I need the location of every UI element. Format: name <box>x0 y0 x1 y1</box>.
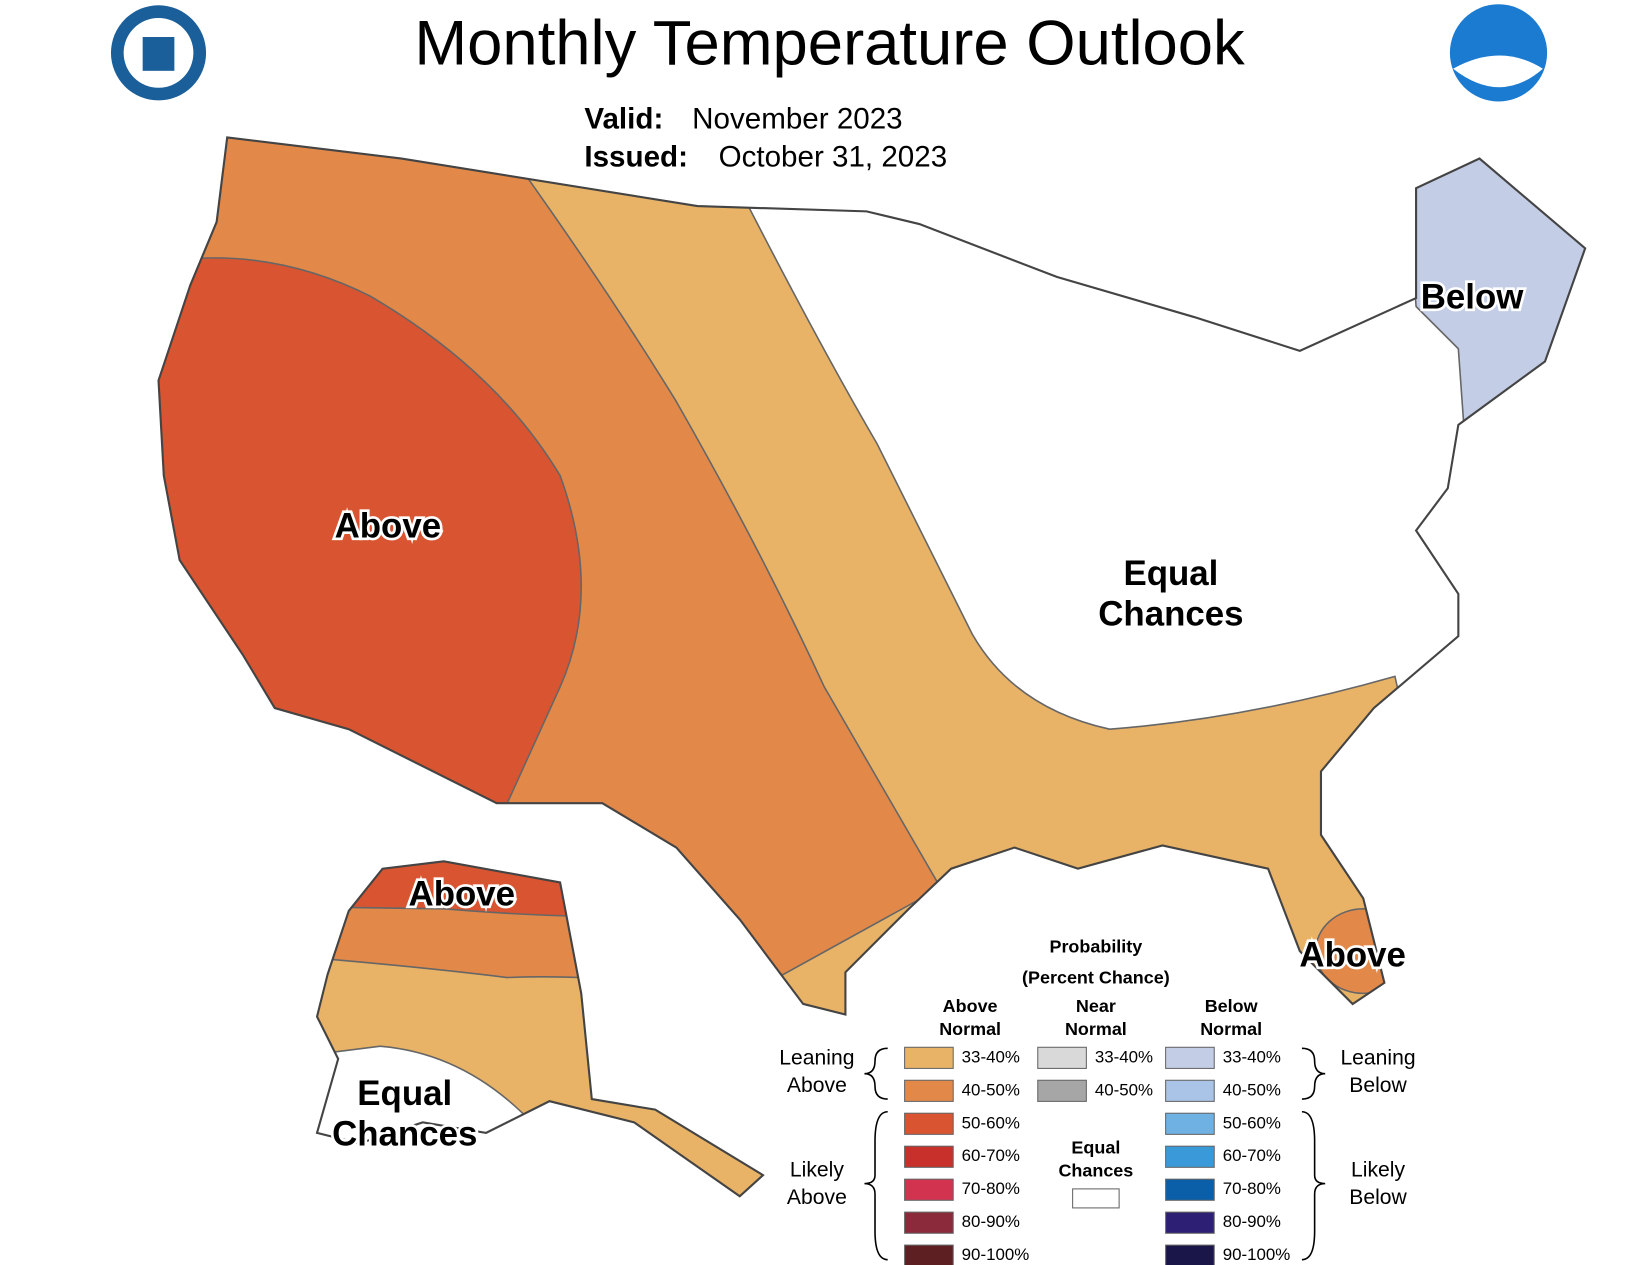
legend-range: 40-50% <box>1223 1080 1281 1099</box>
legend-group: Likely <box>790 1159 844 1182</box>
legend-range: 80-90% <box>962 1212 1020 1231</box>
legend-range: 33-40% <box>1223 1047 1281 1066</box>
legend-equal-chances: Equal <box>1071 1137 1120 1157</box>
conus-outline <box>157 136 1587 1016</box>
legend-column-header: Normal <box>939 1019 1001 1039</box>
legend-column-header: Above <box>943 996 998 1016</box>
legend-equal-chances: Chances <box>1058 1161 1133 1181</box>
legend-range: 33-40% <box>962 1047 1020 1066</box>
legend-group: Likely <box>1351 1159 1405 1182</box>
map-label: Above <box>409 874 516 913</box>
legend-brace <box>864 1110 888 1261</box>
legend-group: Below <box>1349 1074 1407 1097</box>
alaska-outline <box>315 860 765 1198</box>
legend-swatch <box>1037 1046 1087 1069</box>
legend-range: 60-70% <box>962 1146 1020 1165</box>
legend-range: 90-100% <box>1223 1245 1291 1264</box>
issued-label: Issued: <box>584 140 688 173</box>
legend-swatch <box>1072 1188 1120 1209</box>
legend-swatch <box>1165 1211 1215 1234</box>
legend-range: 70-80% <box>1223 1179 1281 1198</box>
legend-brace <box>1301 1110 1326 1261</box>
legend-range: 50-60% <box>962 1113 1020 1132</box>
legend-title: (Percent Chance) <box>1022 967 1170 987</box>
valid-label: Valid: <box>584 102 663 135</box>
issued-value: October 31, 2023 <box>719 140 948 173</box>
legend-swatch <box>1037 1079 1087 1102</box>
map-label: Below <box>1421 277 1525 316</box>
legend-group: Above <box>787 1074 847 1097</box>
legend-column-header: Below <box>1205 996 1258 1016</box>
legend-range: 70-80% <box>962 1179 1020 1198</box>
legend-swatch <box>904 1244 954 1265</box>
legend-brace <box>864 1047 888 1100</box>
legend-range: 80-90% <box>1223 1212 1281 1231</box>
legend-column-header: Normal <box>1200 1019 1262 1039</box>
legend-swatch <box>1165 1112 1215 1135</box>
legend-range: 90-100% <box>962 1245 1030 1264</box>
legend-swatch <box>904 1145 954 1168</box>
noaa-logo <box>1449 4 1548 102</box>
legend-range: 33-40% <box>1095 1047 1153 1066</box>
legend-range: 60-70% <box>1223 1146 1281 1165</box>
map-label: Chances <box>1098 594 1243 633</box>
legend-range: 40-50% <box>1095 1080 1153 1099</box>
legend-swatch <box>1165 1079 1215 1102</box>
legend-swatch <box>904 1178 954 1201</box>
valid-value: November 2023 <box>692 102 902 135</box>
legend-swatch <box>1165 1046 1215 1069</box>
legend-range: 40-50% <box>962 1080 1020 1099</box>
conus-map <box>157 136 1587 1016</box>
legend-group: Leaning <box>1340 1046 1415 1069</box>
legend-swatch <box>1165 1244 1215 1265</box>
legend-group: Below <box>1349 1186 1407 1209</box>
legend-swatch <box>904 1211 954 1234</box>
map-label: Above <box>335 507 442 546</box>
doc-logo <box>110 5 207 101</box>
legend-group: Leaning <box>779 1046 854 1069</box>
legend-swatch <box>904 1046 954 1069</box>
legend-title: Probability <box>1049 937 1142 957</box>
legend-group: Above <box>787 1186 847 1209</box>
legend: Probability (Percent Chance) Above Normal Ne… <box>779 937 1416 1265</box>
legend-column-header: Near <box>1076 996 1116 1016</box>
legend-swatch <box>904 1079 954 1102</box>
map-label: Above <box>1299 936 1406 975</box>
map-label: Equal <box>357 1074 452 1113</box>
legend-brace <box>1301 1047 1326 1100</box>
legend-swatch <box>904 1112 954 1135</box>
legend-swatch <box>1165 1145 1215 1168</box>
map-labels: AboveBelowEqualChancesAboveAboveEqualCha… <box>329 275 1526 1156</box>
legend-range: 50-60% <box>1223 1113 1281 1132</box>
map-label: Chances <box>332 1114 477 1153</box>
map-label: Equal <box>1123 554 1218 593</box>
title: Monthly Temperature Outlook <box>414 8 1245 78</box>
legend-swatch <box>1165 1178 1215 1201</box>
legend-column-header: Normal <box>1065 1019 1127 1039</box>
